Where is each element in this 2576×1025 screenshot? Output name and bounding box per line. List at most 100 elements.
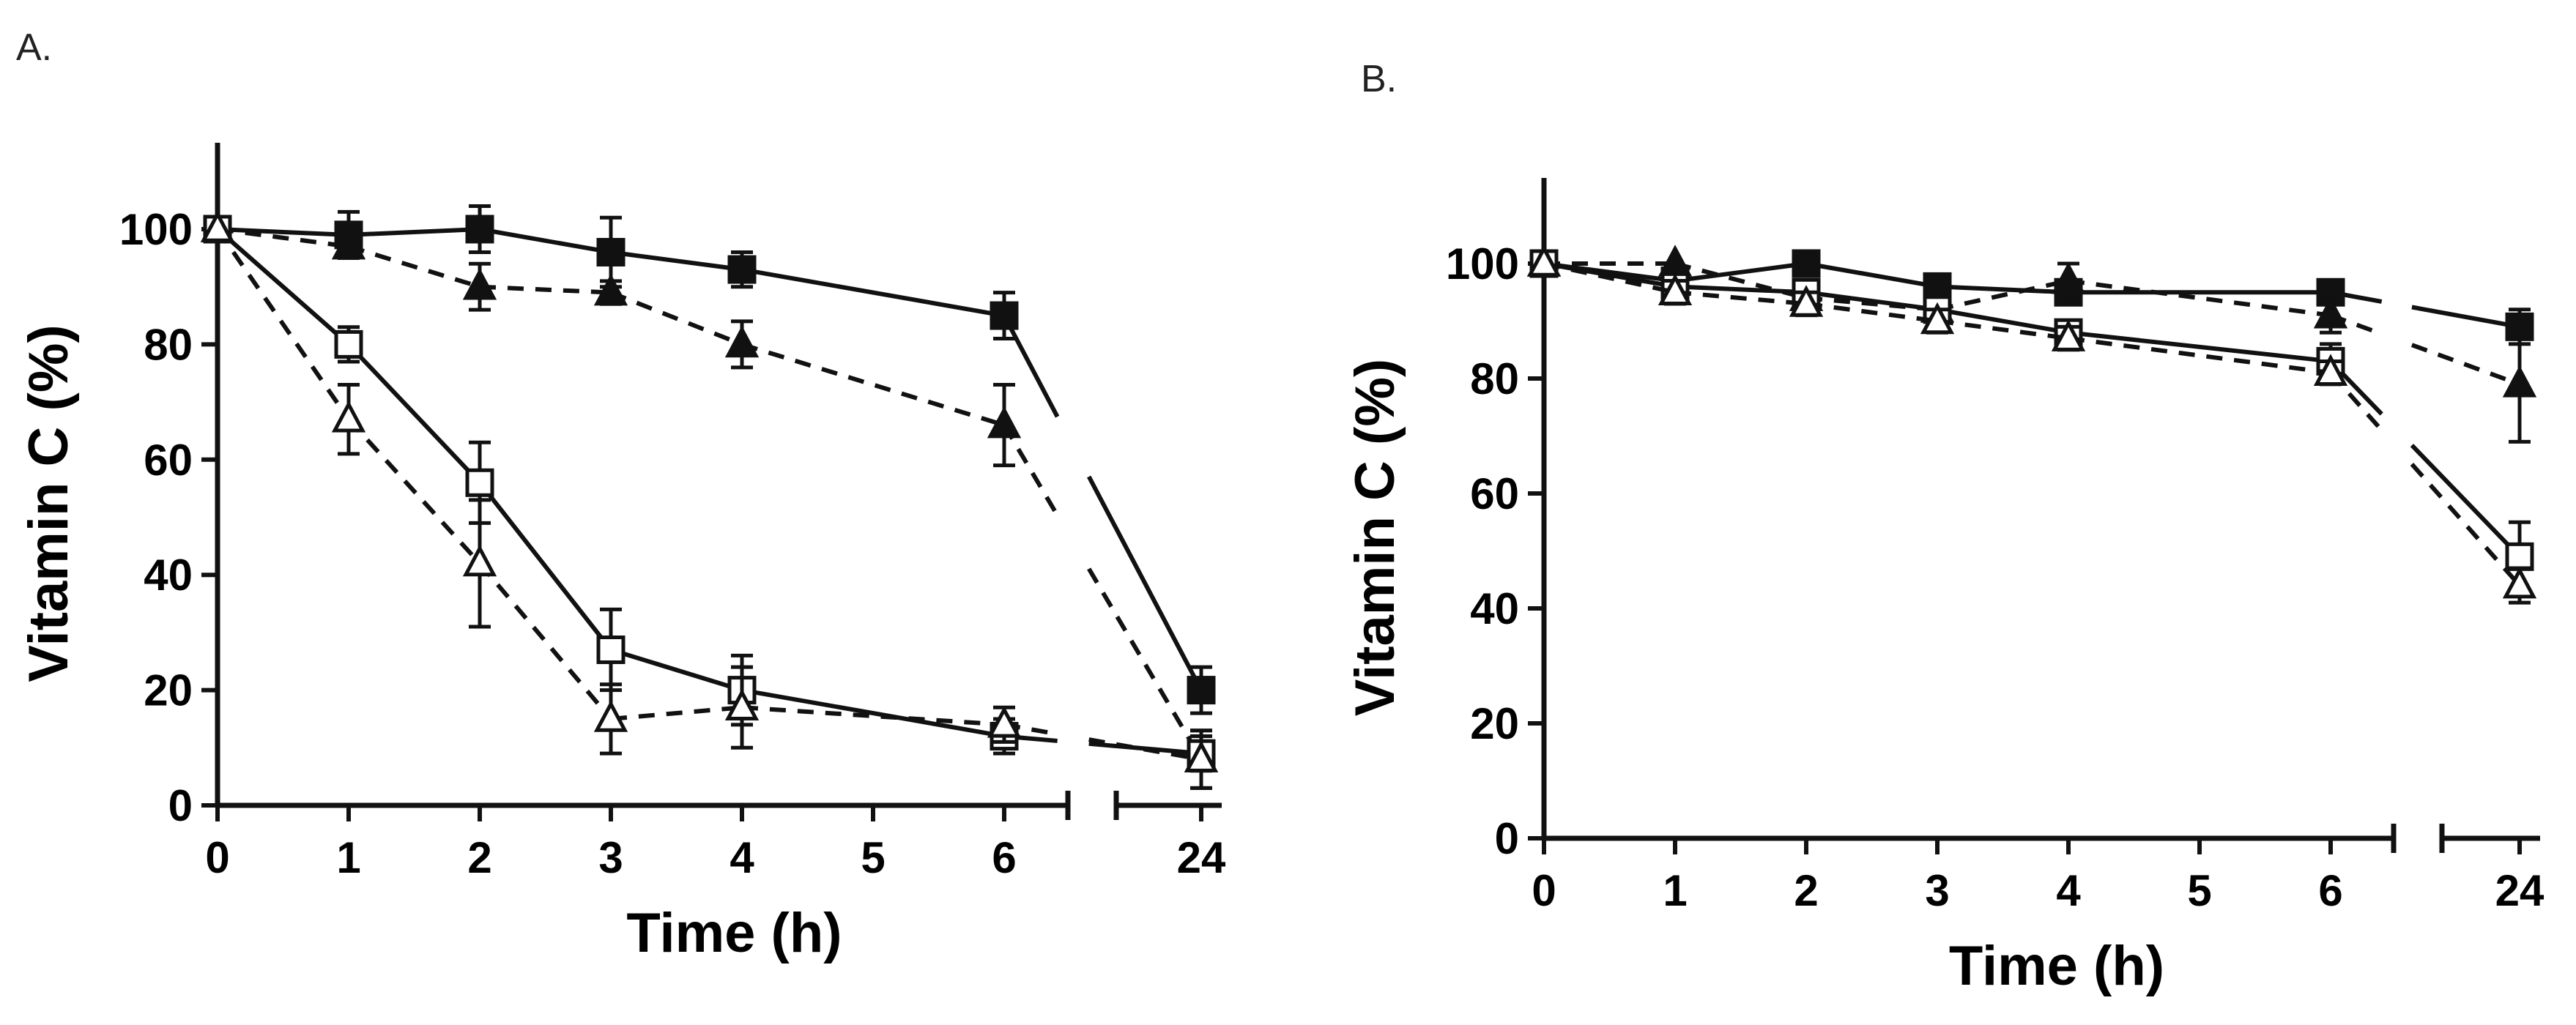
series-line-segment: [216, 227, 350, 346]
x-tick-label: 0: [205, 833, 229, 882]
y-axis-label: Vitamin C (%): [18, 324, 80, 682]
series-filled-triangle: [200, 210, 1219, 790]
data-point-triangle-filled: [2502, 365, 2537, 398]
series-line-segment: [2410, 463, 2522, 587]
data-point-triangle-filled: [593, 273, 628, 306]
x-tick-label: 1: [1663, 866, 1687, 915]
y-tick-label: 40: [144, 551, 193, 600]
series-line-segment: [348, 244, 480, 289]
data-point-square-open: [596, 636, 626, 665]
x-tick-label: 5: [861, 833, 885, 882]
data-point-triangle-open: [1526, 245, 1562, 277]
data-point-square-open: [2505, 542, 2534, 571]
panel-label: B.: [1361, 58, 1397, 100]
data-point-square-filled: [1187, 676, 1216, 705]
data-point-triangle-open: [462, 544, 497, 577]
series-line-segment: [2068, 330, 2331, 364]
series-line-segment: [1087, 567, 1203, 761]
series-line-segment: [2411, 305, 2520, 329]
series-line-segment: [741, 267, 1005, 318]
data-point-square-filled: [727, 255, 757, 284]
series-line-segment: [741, 342, 1005, 428]
x-tick-label: 24: [1177, 833, 1226, 882]
data-point-square-filled: [596, 237, 626, 266]
series-line-segment: [1002, 424, 1060, 517]
x-axis-label: Time (h): [1949, 935, 2164, 997]
x-axis-label: Time (h): [626, 902, 842, 964]
series-line-segment: [1674, 290, 1807, 306]
y-tick-label: 0: [1495, 814, 1519, 863]
series-filled-square: [203, 204, 1216, 715]
y-tick-label: 100: [1446, 239, 1519, 288]
data-point-triangle-filled: [987, 406, 1022, 439]
data-point-triangle-filled: [2313, 296, 2348, 329]
series-line-segment: [1002, 314, 1060, 418]
series-line-segment: [479, 284, 612, 295]
series-line-segment: [1937, 307, 2069, 335]
series-line-segment: [479, 227, 612, 255]
series-line-segment: [1937, 318, 2069, 341]
series-line-segment: [1087, 475, 1203, 691]
series-line-segment: [1937, 278, 2069, 312]
series-line-segment: [609, 290, 743, 347]
series-line-segment: [1674, 261, 1807, 283]
data-point-square-filled: [990, 301, 1019, 330]
y-tick-label: 60: [144, 436, 193, 485]
series-line-segment: [610, 647, 743, 693]
data-point-triangle-open: [200, 210, 235, 242]
series-line-segment: [2410, 343, 2521, 387]
data-point-triangle-open: [331, 400, 366, 433]
x-tick-label: 6: [992, 833, 1016, 882]
y-tick-label: 100: [119, 205, 193, 254]
data-point-triangle-open: [2313, 354, 2348, 386]
data-point-triangle-open: [2051, 319, 2086, 351]
data-point-triangle-open: [1789, 285, 1824, 317]
series-line-segment: [1805, 290, 1938, 312]
x-tick-label: 5: [2187, 866, 2211, 915]
series-line-segment: [346, 343, 482, 485]
series-line-segment: [741, 687, 1005, 739]
series-line-segment: [1674, 284, 1807, 295]
data-point-square-filled: [465, 215, 494, 244]
data-point-square-filled: [1792, 249, 1821, 278]
series-open-square: [203, 215, 1216, 773]
series-line-segment: [610, 705, 743, 721]
series-line-segment: [610, 250, 743, 272]
data-point-triangle-filled: [462, 267, 497, 300]
series-line-segment: [2068, 278, 2331, 318]
series-line-segment: [2410, 444, 2522, 559]
y-tick-label: 40: [1470, 584, 1519, 633]
series-line-segment: [1805, 261, 1938, 289]
series-line-segment: [1543, 261, 1676, 289]
y-tick-label: 80: [1470, 354, 1519, 403]
series-line-segment: [741, 705, 1005, 727]
data-point-triangle-filled: [2051, 261, 2086, 294]
series-line-segment: [217, 227, 349, 249]
series-line-segment: [1937, 284, 2069, 295]
series-line-segment: [1805, 301, 1938, 324]
data-point-triangle-filled: [724, 325, 760, 358]
y-tick-label: 20: [1470, 699, 1519, 748]
series-line-segment: [348, 227, 480, 237]
series-line-segment: [215, 228, 351, 421]
x-tick-label: 3: [1925, 866, 1949, 915]
data-point-triangle-filled: [331, 227, 366, 260]
series-open-triangle: [1526, 245, 2537, 605]
x-tick-label: 4: [2056, 866, 2081, 915]
series-line-segment: [1805, 296, 1938, 312]
data-point-square-open: [334, 329, 363, 359]
y-axis-label: Vitamin C (%): [1344, 359, 1406, 716]
series-line-segment: [1543, 261, 1676, 295]
data-point-square-open: [465, 468, 494, 497]
x-tick-label: 3: [598, 833, 623, 882]
y-tick-label: 0: [168, 781, 193, 830]
y-tick-label: 80: [144, 320, 193, 369]
data-point-triangle-open: [1184, 740, 1219, 772]
data-point-triangle-open: [1658, 273, 1693, 306]
series-open-triangle: [200, 210, 1219, 790]
panel-b: B. 0 20 40 60 80 100 0 1 2 3 4 5 6 24 Time (h) Vitamin C…: [1344, 58, 2545, 997]
x-tick-label: 0: [1532, 866, 1556, 915]
y-tick-label: 20: [144, 666, 193, 715]
data-point-triangle-open: [2502, 566, 2537, 599]
